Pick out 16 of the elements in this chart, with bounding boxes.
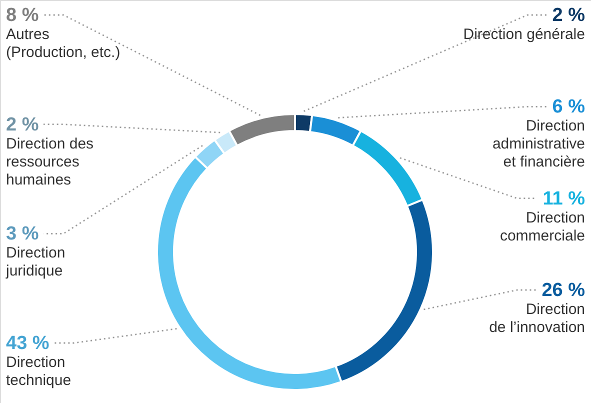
slice-label: Autres (Production, etc.) — [6, 26, 120, 61]
data-label: 2 % — [552, 5, 586, 26]
slice-label: Direction commerciale — [500, 209, 585, 244]
slice-label: Direction administrative et financière — [492, 118, 585, 171]
slice-label: Direction technique — [6, 354, 72, 389]
slice-label: Direction juridique — [5, 244, 66, 280]
slice-label: Direction de l’innovation — [489, 301, 585, 336]
slice-label: Direction des ressources humaines — [6, 135, 94, 188]
data-label: 6 % — [552, 96, 586, 118]
data-label: 26 % — [542, 280, 586, 301]
data-label: 3 % — [6, 224, 39, 245]
slice-label: Direction générale — [463, 26, 585, 43]
data-label: 11 % — [542, 188, 586, 210]
data-label: 8 % — [6, 5, 39, 26]
data-label: 43 % — [6, 333, 50, 354]
data-label: 2 % — [6, 114, 39, 136]
